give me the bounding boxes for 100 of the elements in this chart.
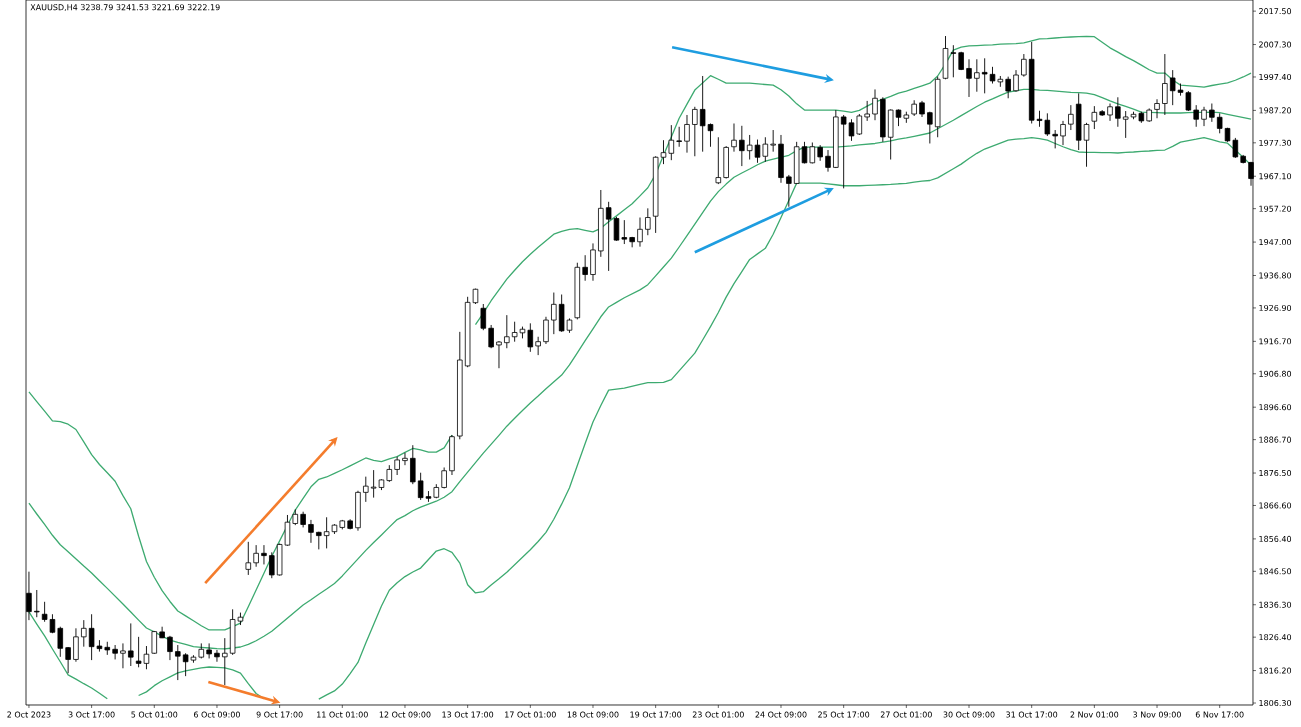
y-tick-label: 1826.40	[1259, 634, 1292, 641]
y-tick-label: 1886.70	[1259, 436, 1292, 443]
candlestick	[543, 316, 549, 345]
candlestick	[1169, 69, 1176, 106]
candlestick	[245, 541, 252, 576]
candlestick	[81, 619, 87, 648]
candlestick	[527, 322, 534, 353]
candlestick	[269, 551, 275, 579]
candlestick	[1209, 103, 1215, 123]
x-tick-label: 19 Oct 17:00	[630, 711, 682, 718]
candlestick	[112, 644, 118, 660]
candlestick	[214, 649, 220, 663]
x-tick-label: 25 Oct 17:00	[818, 711, 870, 718]
y-tick-label: 1896.60	[1259, 404, 1292, 411]
y-tick-label: 1977.30	[1259, 139, 1292, 146]
x-tick-label: 6 Nov 17:00	[1195, 711, 1244, 718]
y-tick-label: 1836.30	[1259, 601, 1292, 608]
candlestick	[261, 544, 267, 565]
candlestick	[253, 544, 259, 568]
x-tick-label: 2 Oct 2023	[7, 711, 51, 718]
candlestick	[872, 88, 878, 121]
candlestick	[621, 219, 628, 245]
x-tick-label: 24 Oct 09:00	[755, 711, 807, 718]
y-tick-label: 1997.40	[1259, 73, 1292, 80]
candlestick	[676, 126, 682, 148]
candlestick	[637, 217, 643, 248]
candlestick	[684, 114, 690, 154]
x-tick-label: 12 Oct 09:00	[379, 711, 431, 718]
y-tick-label: 1846.50	[1259, 568, 1292, 575]
candlestick	[1154, 98, 1160, 119]
x-tick-label: 5 Oct 01:00	[131, 711, 178, 718]
candlestick	[1122, 110, 1129, 139]
candlestick	[1216, 112, 1223, 134]
candlestick	[582, 254, 588, 282]
candlestick	[981, 57, 988, 94]
y-tick-label: 1876.50	[1259, 470, 1292, 477]
candlestick	[167, 635, 173, 661]
candlestick	[668, 124, 675, 161]
candlestick	[535, 336, 541, 356]
candlestick	[128, 622, 134, 667]
candlestick	[715, 136, 722, 185]
candlestick	[1162, 53, 1168, 116]
x-tick-label: 31 Oct 17:00	[1006, 711, 1058, 718]
candlestick	[864, 100, 870, 122]
candlestick	[1052, 129, 1058, 149]
candlestick	[1005, 76, 1011, 99]
y-tick-label: 2017.50	[1259, 8, 1292, 15]
candlestick	[1021, 53, 1027, 78]
y-tick-label: 1816.20	[1259, 667, 1292, 674]
y-tick-label: 1906.80	[1259, 370, 1292, 377]
candlestick	[551, 292, 557, 335]
candlestick	[402, 452, 408, 466]
y-tick-label: 1957.20	[1259, 205, 1292, 212]
candlestick	[206, 642, 212, 659]
candlestick	[496, 340, 502, 369]
candlestick	[175, 644, 181, 681]
candlestick	[65, 646, 71, 674]
x-tick-label: 13 Oct 17:00	[442, 711, 494, 718]
candlestick	[974, 58, 980, 93]
candlestick	[1068, 104, 1074, 131]
x-tick-label: 23 Oct 01:00	[692, 711, 744, 718]
x-tick-label: 18 Oct 09:00	[567, 711, 619, 718]
candlestick	[731, 123, 737, 153]
candlestick	[308, 519, 314, 544]
candlestick	[1201, 106, 1207, 127]
candlestick	[966, 58, 972, 98]
chart-title: XAUUSD,H4 3238.79 3241.53 3221.69 3222.19	[30, 4, 220, 12]
candlestick	[1193, 104, 1199, 128]
candlestick	[222, 637, 228, 686]
candlestick	[504, 314, 510, 349]
y-tick-label: 1936.80	[1259, 272, 1292, 279]
candlestick	[34, 589, 40, 618]
candlestick	[739, 125, 745, 167]
x-tick-label: 6 Oct 09:00	[193, 711, 240, 718]
y-tick-label: 1987.20	[1259, 107, 1292, 114]
x-tick-label: 11 Oct 01:00	[317, 711, 368, 718]
candlestick	[1013, 69, 1019, 93]
candlestick	[1115, 96, 1121, 128]
x-tick-label: 17 Oct 01:00	[505, 711, 556, 718]
x-tick-label: 27 Oct 01:00	[880, 711, 932, 718]
candlestick	[825, 149, 831, 173]
y-tick-label: 1806.30	[1259, 699, 1292, 707]
y-tick-label: 1916.70	[1259, 338, 1292, 345]
candlestick	[1083, 122, 1090, 168]
candlestick	[394, 456, 400, 476]
candlestick	[927, 111, 933, 144]
x-tick-label: 3 Nov 09:00	[1133, 711, 1181, 718]
x-tick-label: 9 Oct 17:00	[256, 711, 303, 718]
x-tick-label: 2 Nov 01:00	[1070, 711, 1119, 718]
candlestick	[57, 626, 64, 658]
candlestick	[692, 106, 698, 157]
candlestick	[73, 627, 79, 663]
y-tick-label: 1967.10	[1259, 173, 1292, 180]
y-tick-label: 1866.60	[1259, 502, 1292, 509]
candlestick	[120, 642, 126, 669]
x-tick-label: 30 Oct 09:00	[943, 711, 995, 718]
candlestick	[770, 129, 776, 153]
candlestick	[1060, 120, 1066, 146]
candlestick	[762, 136, 769, 163]
candlestick	[786, 174, 792, 208]
